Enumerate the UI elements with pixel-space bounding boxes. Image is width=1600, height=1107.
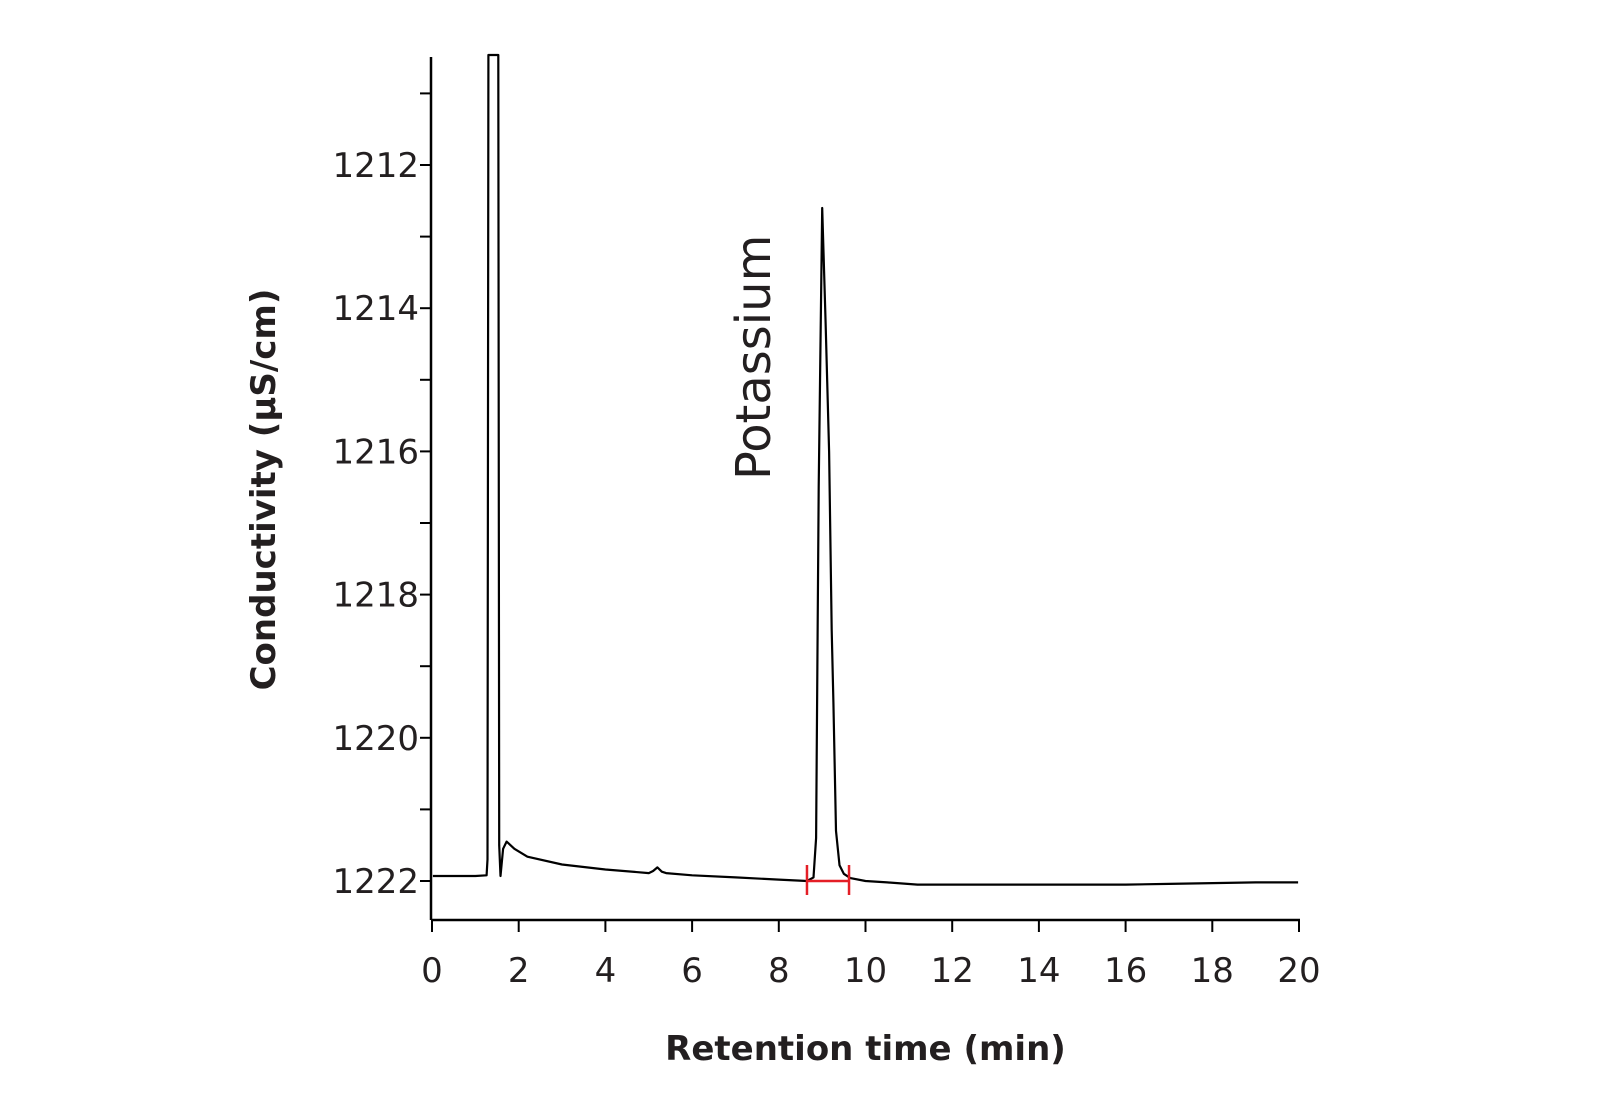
- x-tick-label: 8: [768, 951, 790, 991]
- chromatogram-trace: [432, 53, 1299, 886]
- x-tick-label: 4: [595, 951, 617, 991]
- y-tick-label: 1214: [332, 289, 419, 329]
- y-tick-label: 1220: [332, 719, 419, 759]
- x-axis-ticks: 0 2 4 6 8 10 12 14 16 18 20: [421, 920, 1321, 991]
- y-tick-label: 1222: [332, 862, 419, 902]
- y-axis-title: Conductivity (µS/cm): [244, 289, 284, 691]
- x-tick-label: 18: [1191, 951, 1234, 991]
- x-axis-title: Retention time (min): [665, 1029, 1066, 1069]
- x-tick-label: 0: [421, 951, 443, 991]
- x-tick-label: 10: [844, 951, 887, 991]
- y-axis-ticks: 1212 1214 1216 1218 1220 1222: [332, 92, 431, 902]
- x-tick-label: 14: [1017, 951, 1060, 991]
- y-tick-label: 1218: [332, 576, 419, 616]
- x-tick-label: 12: [931, 951, 974, 991]
- x-tick-label: 20: [1277, 951, 1320, 991]
- y-tick-label: 1216: [332, 432, 419, 472]
- potassium-peak-label: Potassium: [726, 235, 782, 480]
- y-tick-label: 1212: [332, 146, 419, 186]
- x-tick-label: 6: [681, 951, 703, 991]
- x-tick-label: 16: [1104, 951, 1147, 991]
- x-tick-label: 2: [508, 951, 530, 991]
- integration-marker: [805, 865, 851, 895]
